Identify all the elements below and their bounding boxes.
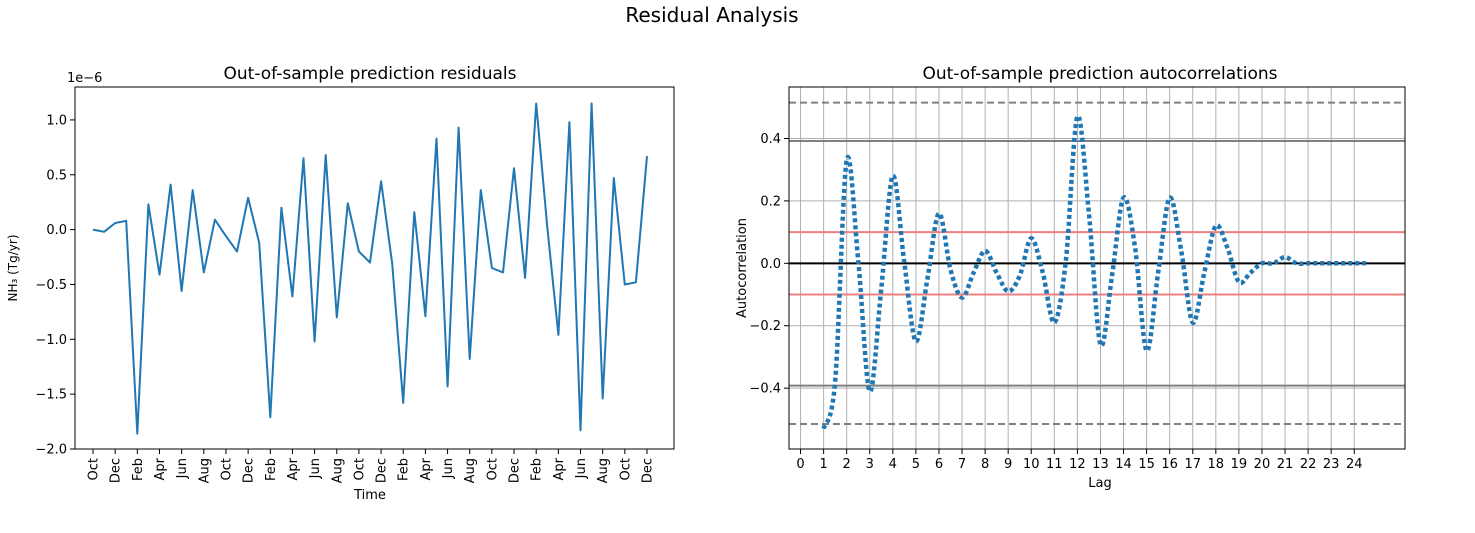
x-tick-label: Dec [109,458,124,483]
x-tick-label: 18 [1208,457,1225,472]
y-tick-label: −1.5 [35,388,67,403]
x-tick-label: Jun [441,458,456,479]
residuals-y-axis: −2.0 −1.5 −1.0 −0.5 0.0 0.5 1.0 [35,113,75,458]
x-tick-label: Feb [264,458,279,481]
x-tick-label: 3 [866,457,874,472]
x-tick-label: 9 [1004,457,1012,472]
x-tick-label: 10 [1023,457,1040,472]
x-tick-label: Feb [131,458,146,481]
y-tick-label: 1.0 [46,113,67,128]
x-tick-label: Apr [552,457,567,480]
x-tick-label: 8 [981,457,989,472]
x-tick-label: Aug [463,458,478,483]
y-tick-label: 0.4 [760,132,781,147]
x-tick-label: 15 [1138,457,1155,472]
x-tick-label: Jun [308,458,323,479]
x-tick-label: Dec [508,458,523,483]
x-tick-label: 1 [819,457,827,472]
autocorrelation-series-line [821,113,1366,430]
x-tick-label: Jun [574,458,589,479]
residuals-title: Out-of-sample prediction residuals [224,64,517,84]
autocorrelation-panel: Out-of-sample prediction autocorrelation… [735,64,1406,491]
x-tick-label: 21 [1277,457,1294,472]
x-tick-label: Aug [330,458,345,483]
residuals-axes-frame [74,86,675,450]
x-tick-label: Dec [641,458,656,483]
x-tick-label: 12 [1069,457,1086,472]
x-tick-label: Jun [175,458,190,479]
x-tick-label: 19 [1231,457,1248,472]
x-tick-label: Apr [419,457,434,480]
x-tick-label: Apr [153,457,168,480]
residuals-y-label: NH₃ (Tg/yr) [6,234,20,301]
y-tick-label: 0.2 [760,194,781,209]
residuals-x-label: Time [353,488,386,503]
x-tick-label: 13 [1092,457,1109,472]
x-tick-label: 6 [935,457,943,472]
y-tick-label: 0.0 [46,223,67,238]
residuals-series-line [92,102,648,435]
x-tick-label: Aug [197,458,212,483]
y-tick-label: 0.0 [760,257,781,272]
residuals-plot-area [92,102,648,435]
x-tick-label: 11 [1046,457,1063,472]
x-tick-label: 16 [1161,457,1178,472]
y-tick-label: −0.5 [35,278,67,293]
y-tick-label: −2.0 [35,443,67,458]
x-tick-label: 0 [796,457,804,472]
autocorrelation-y-label: Autocorrelation [735,218,750,318]
x-tick-label: Oct [352,458,367,480]
x-tick-label: Feb [397,458,412,481]
x-tick-label: Feb [530,458,545,481]
residuals-offset-text: 1e−6 [67,71,102,86]
x-tick-label: 20 [1254,457,1271,472]
x-tick-label: Dec [242,458,257,483]
x-tick-label: 17 [1184,457,1201,472]
x-tick-label: 24 [1346,457,1363,472]
x-tick-label: Oct [219,458,234,480]
autocorrelation-title: Out-of-sample prediction autocorrelation… [922,64,1277,84]
y-tick-label: −0.2 [749,319,781,334]
autocorrelation-plot-area [821,113,1366,430]
autocorrelation-y-axis: −0.4 −0.2 0.0 0.2 0.4 [749,132,789,397]
x-tick-label: Aug [596,458,611,483]
residuals-panel: Out-of-sample prediction residuals 1e−6 … [6,64,675,503]
autocorrelation-axes-frame [788,86,1406,450]
y-tick-label: −1.0 [35,333,67,348]
y-tick-label: −0.4 [749,382,781,397]
x-tick-label: 2 [843,457,851,472]
x-tick-label: 4 [889,457,897,472]
x-tick-label: Oct [87,458,102,480]
y-tick-label: 0.5 [46,168,67,183]
x-tick-label: Apr [286,457,301,480]
figure-suptitle: Residual Analysis [625,3,798,27]
residuals-x-axis: Oct Dec Feb Apr Jun Aug Oct Dec Feb Apr Jun Aug Oct D… [87,449,656,483]
x-tick-label: 23 [1323,457,1340,472]
autocorrelation-x-label: Lag [1088,476,1111,491]
x-tick-label: Dec [375,458,390,483]
x-tick-label: 5 [912,457,920,472]
x-tick-label: 7 [958,457,966,472]
x-tick-label: 22 [1300,457,1317,472]
x-tick-label: Oct [485,458,500,480]
x-tick-label: Oct [618,458,633,480]
x-tick-label: 14 [1115,457,1132,472]
autocorrelation-x-axis: 0 1 2 3 4 5 6 7 8 9 10 11 12 13 14 15 16 17 18 19 20 21 22 23 24 [796,449,1363,472]
